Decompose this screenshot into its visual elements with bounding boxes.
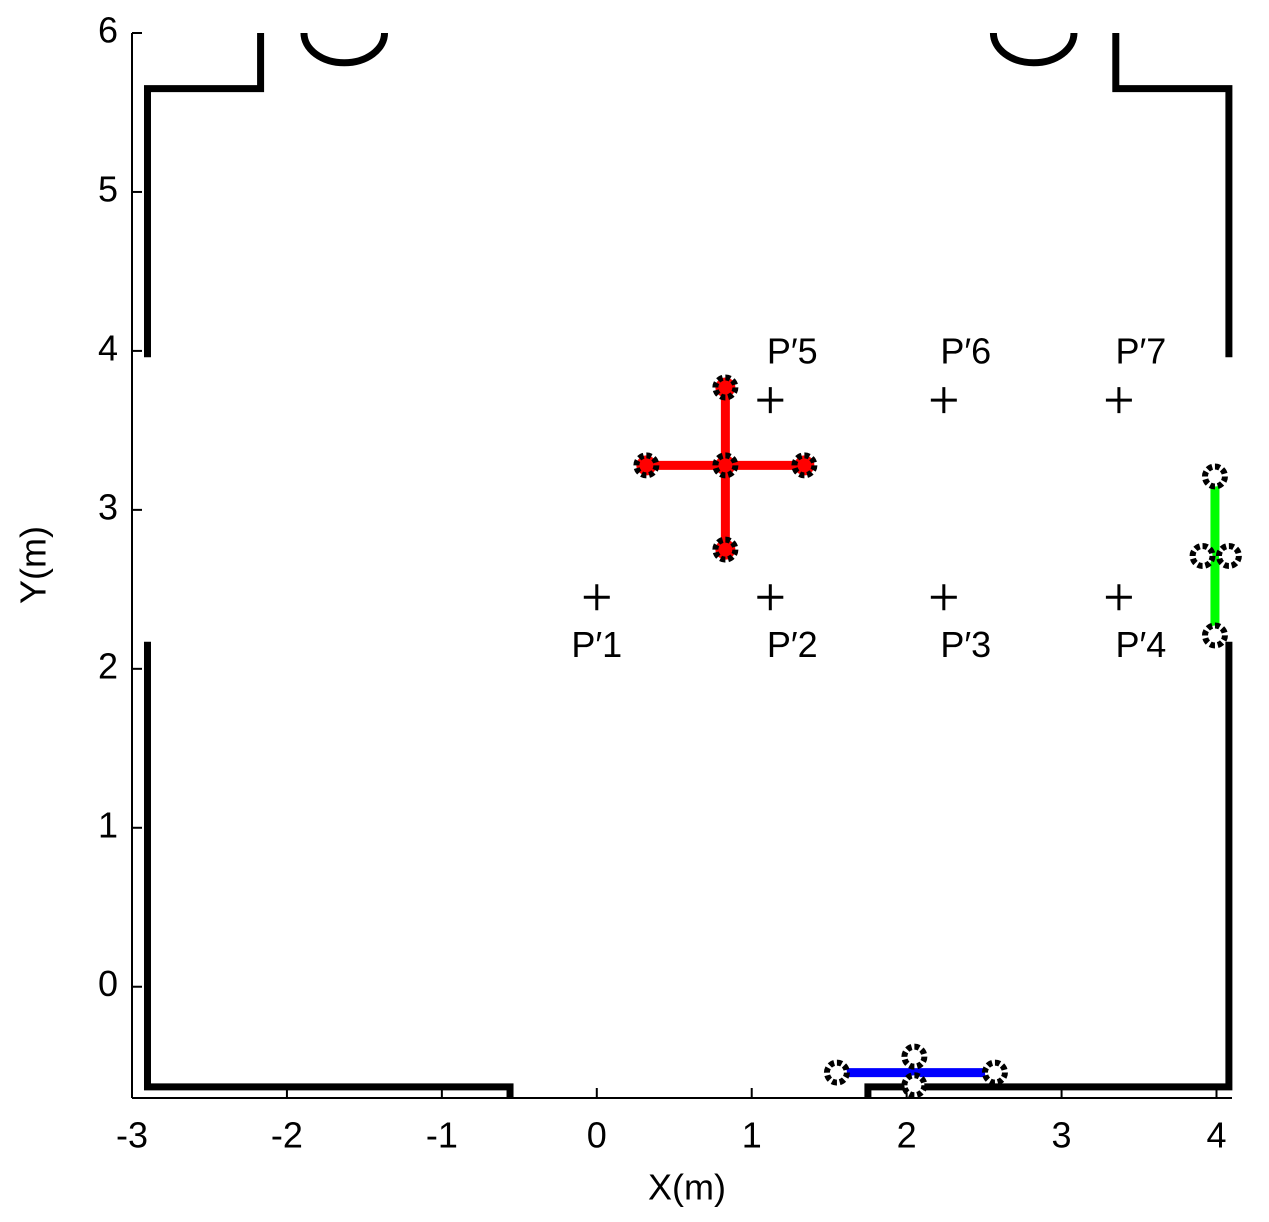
point-label: P′2 [767, 624, 818, 665]
array-marker [1201, 622, 1228, 649]
reference-point [583, 584, 610, 611]
array-marker [712, 536, 739, 563]
wall [864, 641, 1233, 1098]
reference-point [1105, 387, 1132, 414]
door [300, 32, 389, 67]
array-marker [1215, 542, 1242, 569]
x-tick-label: -3 [116, 1115, 148, 1156]
array-marker [1201, 463, 1228, 490]
array-marker [791, 452, 818, 479]
array-marker [981, 1059, 1008, 1086]
door [989, 32, 1078, 67]
y-tick-label: 4 [98, 327, 118, 368]
reference-point [1105, 584, 1132, 611]
wall [143, 641, 514, 1098]
y-axis-label: Y(m) [13, 526, 54, 604]
x-tick-label: 3 [1052, 1115, 1072, 1156]
array-marker [633, 452, 660, 479]
x-tick-label: 0 [587, 1115, 607, 1156]
array-marker [901, 1043, 928, 1070]
x-axis-label: X(m) [648, 1167, 726, 1208]
array-marker [823, 1059, 850, 1086]
y-tick-label: 3 [98, 486, 118, 527]
point-label: P′6 [940, 331, 991, 372]
y-tick-label: 0 [98, 963, 118, 1004]
array-marker [712, 374, 739, 401]
array-marker [1189, 542, 1216, 569]
point-label: P′1 [571, 624, 622, 665]
point-label: P′3 [940, 624, 991, 665]
wall [1112, 33, 1233, 358]
point-label: P′4 [1116, 624, 1167, 665]
reference-point [757, 387, 784, 414]
x-tick-label: 1 [742, 1115, 762, 1156]
point-label: P′7 [1116, 331, 1167, 372]
x-tick-label: 4 [1206, 1115, 1226, 1156]
x-tick-label: -2 [271, 1115, 303, 1156]
x-tick-label: 2 [897, 1115, 917, 1156]
y-tick-label: 5 [98, 168, 118, 209]
y-tick-label: 1 [98, 804, 118, 845]
array-marker [901, 1072, 928, 1099]
y-tick-label: 6 [98, 10, 118, 51]
point-label: P′5 [767, 331, 818, 372]
y-tick-label: 2 [98, 645, 118, 686]
wall [143, 33, 265, 358]
reference-point [930, 584, 957, 611]
reference-point [930, 387, 957, 414]
x-tick-label: -1 [426, 1115, 458, 1156]
reference-point [757, 584, 784, 611]
array-marker [712, 452, 739, 479]
